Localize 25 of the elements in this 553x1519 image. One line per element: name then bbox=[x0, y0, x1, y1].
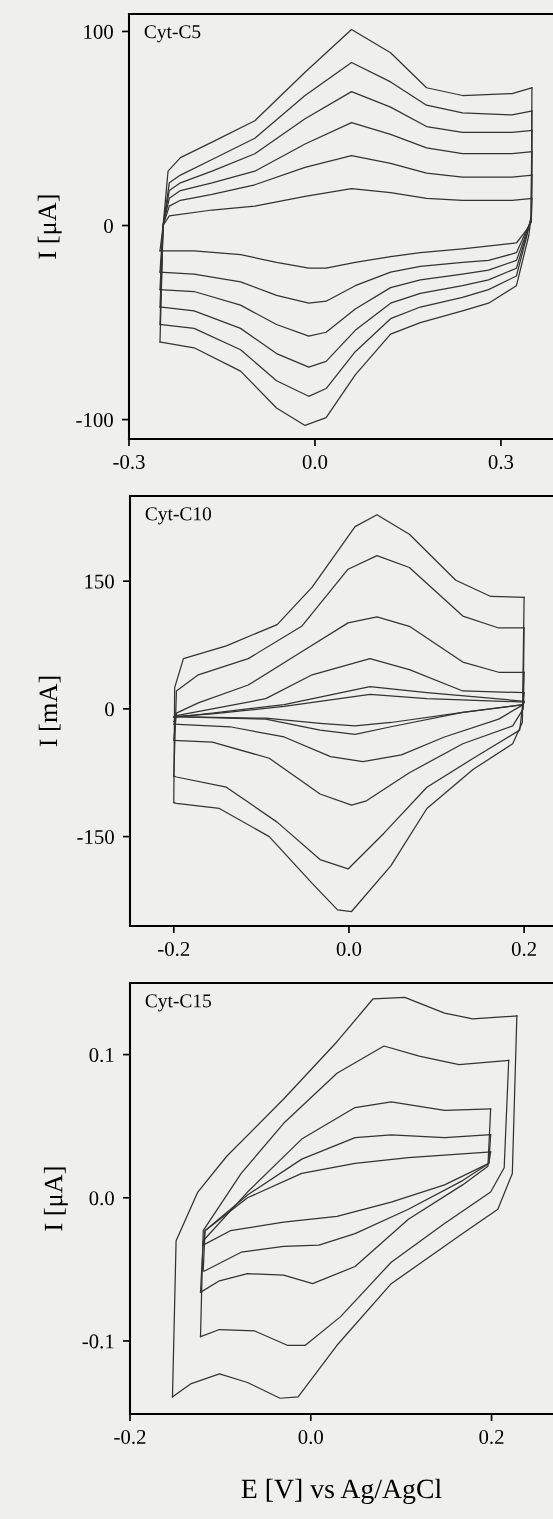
y-axis-title: I [μA] bbox=[43, 1167, 68, 1231]
y-tick-label: 0.0 bbox=[89, 1191, 114, 1206]
y-tick-label: -0.1 bbox=[82, 1334, 114, 1349]
x-tick-label: 0.0 bbox=[302, 454, 328, 470]
x-tick-label: -0.3 bbox=[113, 454, 145, 470]
text: Cyt-C15 bbox=[145, 994, 212, 1012]
x-tick-label: 0.3 bbox=[488, 454, 514, 470]
x-tick-label: 0.2 bbox=[511, 941, 536, 957]
x-tick-label: -0.2 bbox=[158, 941, 190, 957]
y-axis-title: I [mA] bbox=[38, 676, 61, 747]
x-tick-label: 0.0 bbox=[336, 941, 362, 957]
x-tick-label: 0.2 bbox=[479, 1429, 504, 1445]
y-axis-title: I [μA] bbox=[37, 195, 62, 259]
y-tick-label: 0.1 bbox=[89, 1047, 114, 1063]
y-tick-label: 0 bbox=[105, 702, 114, 717]
y-tick-label: 0 bbox=[104, 218, 113, 233]
y-tick-label: 150 bbox=[85, 574, 114, 589]
y-tick-label: -100 bbox=[76, 412, 113, 428]
text: Cyt-C10 bbox=[145, 507, 212, 525]
x-axis-title: E [V] vs Ag/AgCl bbox=[241, 1478, 442, 1504]
x-tick-label: -0.2 bbox=[114, 1429, 146, 1445]
y-tick-label: 100 bbox=[84, 24, 113, 39]
y-tick-label: -150 bbox=[77, 829, 114, 845]
text: Cyt-C5 bbox=[144, 25, 201, 43]
x-tick-label: 0.0 bbox=[298, 1429, 323, 1445]
